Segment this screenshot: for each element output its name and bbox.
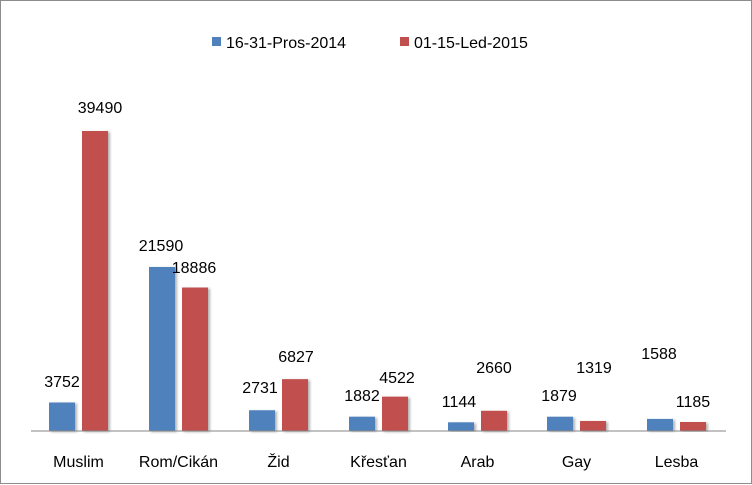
- legend-swatch: [400, 37, 409, 46]
- data-label: 2731: [242, 380, 278, 397]
- legend: 16-31-Pros-2014 01-15-Led-2015: [212, 35, 528, 52]
- data-label: 1185: [676, 394, 711, 411]
- bar-arab-series-1: [448, 422, 474, 431]
- data-label: 4522: [379, 370, 415, 387]
- data-label: 3752: [44, 374, 80, 391]
- bar-rom-cik-n-series-2: [182, 287, 208, 431]
- bar--id-series-2: [282, 379, 308, 431]
- bar--id-series-1: [249, 410, 275, 431]
- bar-gay-series-2: [580, 420, 606, 431]
- category-label: Křesťan: [350, 454, 407, 471]
- bar-k-es-an-series-2: [382, 396, 408, 431]
- category-label: Lesba: [655, 454, 699, 471]
- legend-swatch: [212, 37, 221, 46]
- category-label: Muslim: [53, 454, 104, 471]
- data-label: 1319: [576, 360, 612, 377]
- data-label: 2660: [476, 360, 512, 377]
- data-label: 39490: [78, 100, 123, 117]
- data-label: 21590: [139, 238, 184, 255]
- bars-group: [49, 131, 706, 431]
- data-label: 1882: [344, 388, 380, 405]
- legend-label: 01-15-Led-2015: [414, 35, 528, 52]
- category-label: Rom/Cikán: [139, 454, 218, 471]
- data-label: 18886: [172, 260, 217, 277]
- bar-arab-series-2: [481, 410, 507, 431]
- category-label: Arab: [461, 454, 495, 471]
- legend-label: 16-31-Pros-2014: [226, 35, 346, 52]
- data-label: 6827: [278, 349, 314, 366]
- bar-muslim-series-1: [49, 402, 75, 431]
- bar-rom-cik-n-series-1: [149, 266, 175, 431]
- bar-lesba-series-2: [680, 421, 706, 431]
- data-label: 1588: [641, 346, 677, 363]
- bar-k-es-an-series-1: [349, 416, 375, 431]
- category-label: Gay: [562, 454, 591, 471]
- category-labels-group: Muslim Rom/Cikán Žid Křesťan Arab Gay Lesba: [53, 452, 698, 471]
- category-label: Žid: [267, 452, 289, 471]
- bar-muslim-series-2: [82, 131, 108, 431]
- data-label: 1879: [541, 388, 577, 405]
- bar-gay-series-1: [547, 416, 573, 431]
- data-label: 1144: [442, 394, 477, 411]
- bar-lesba-series-1: [647, 418, 673, 431]
